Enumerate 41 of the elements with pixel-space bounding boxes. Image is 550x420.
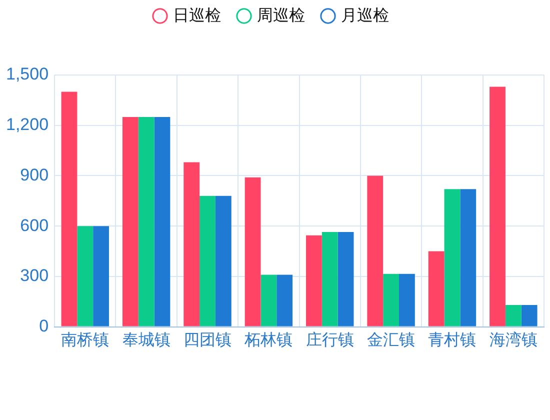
bar — [521, 304, 538, 326]
bar — [428, 251, 444, 326]
bar — [505, 304, 522, 326]
y-tick-label: 900 — [20, 165, 49, 184]
bar — [61, 92, 78, 326]
bar — [200, 196, 216, 326]
x-tick-label: 柘林镇 — [244, 330, 293, 349]
bar — [322, 232, 338, 326]
bar — [338, 232, 354, 326]
x-tick-label: 庄行镇 — [306, 330, 354, 349]
y-tick-label: 600 — [20, 216, 49, 235]
bar — [184, 162, 200, 326]
bar — [383, 274, 399, 326]
bar — [399, 274, 415, 326]
y-tick-label: 0 — [39, 316, 49, 336]
y-tick-label: 1,200 — [6, 115, 49, 134]
bar — [122, 116, 138, 326]
x-tick-label: 青村镇 — [428, 330, 476, 349]
bar — [460, 189, 476, 326]
y-tick-label: 300 — [20, 266, 49, 286]
bar — [276, 274, 293, 326]
bar — [154, 116, 170, 326]
bar — [367, 176, 384, 326]
bar — [93, 226, 109, 326]
bar — [260, 274, 277, 326]
bar — [244, 177, 261, 326]
x-tick-label: 四团镇 — [183, 332, 232, 349]
x-tick-label: 南桥镇 — [61, 330, 110, 349]
bar — [444, 189, 460, 326]
bar — [490, 86, 506, 326]
y-tick-label: 1,500 — [6, 64, 49, 84]
x-tick-label: 金汇镇 — [367, 332, 416, 349]
x-tick-label: 海湾镇 — [489, 330, 538, 349]
x-tick-label: 奉城镇 — [122, 330, 170, 349]
bar — [215, 196, 232, 326]
legend-label: 周巡检 — [257, 6, 305, 24]
bar — [306, 235, 322, 326]
bar — [138, 116, 154, 326]
legend-label: 日巡检 — [173, 6, 221, 24]
bar — [77, 226, 94, 326]
legend-label: 月巡检 — [341, 6, 389, 24]
